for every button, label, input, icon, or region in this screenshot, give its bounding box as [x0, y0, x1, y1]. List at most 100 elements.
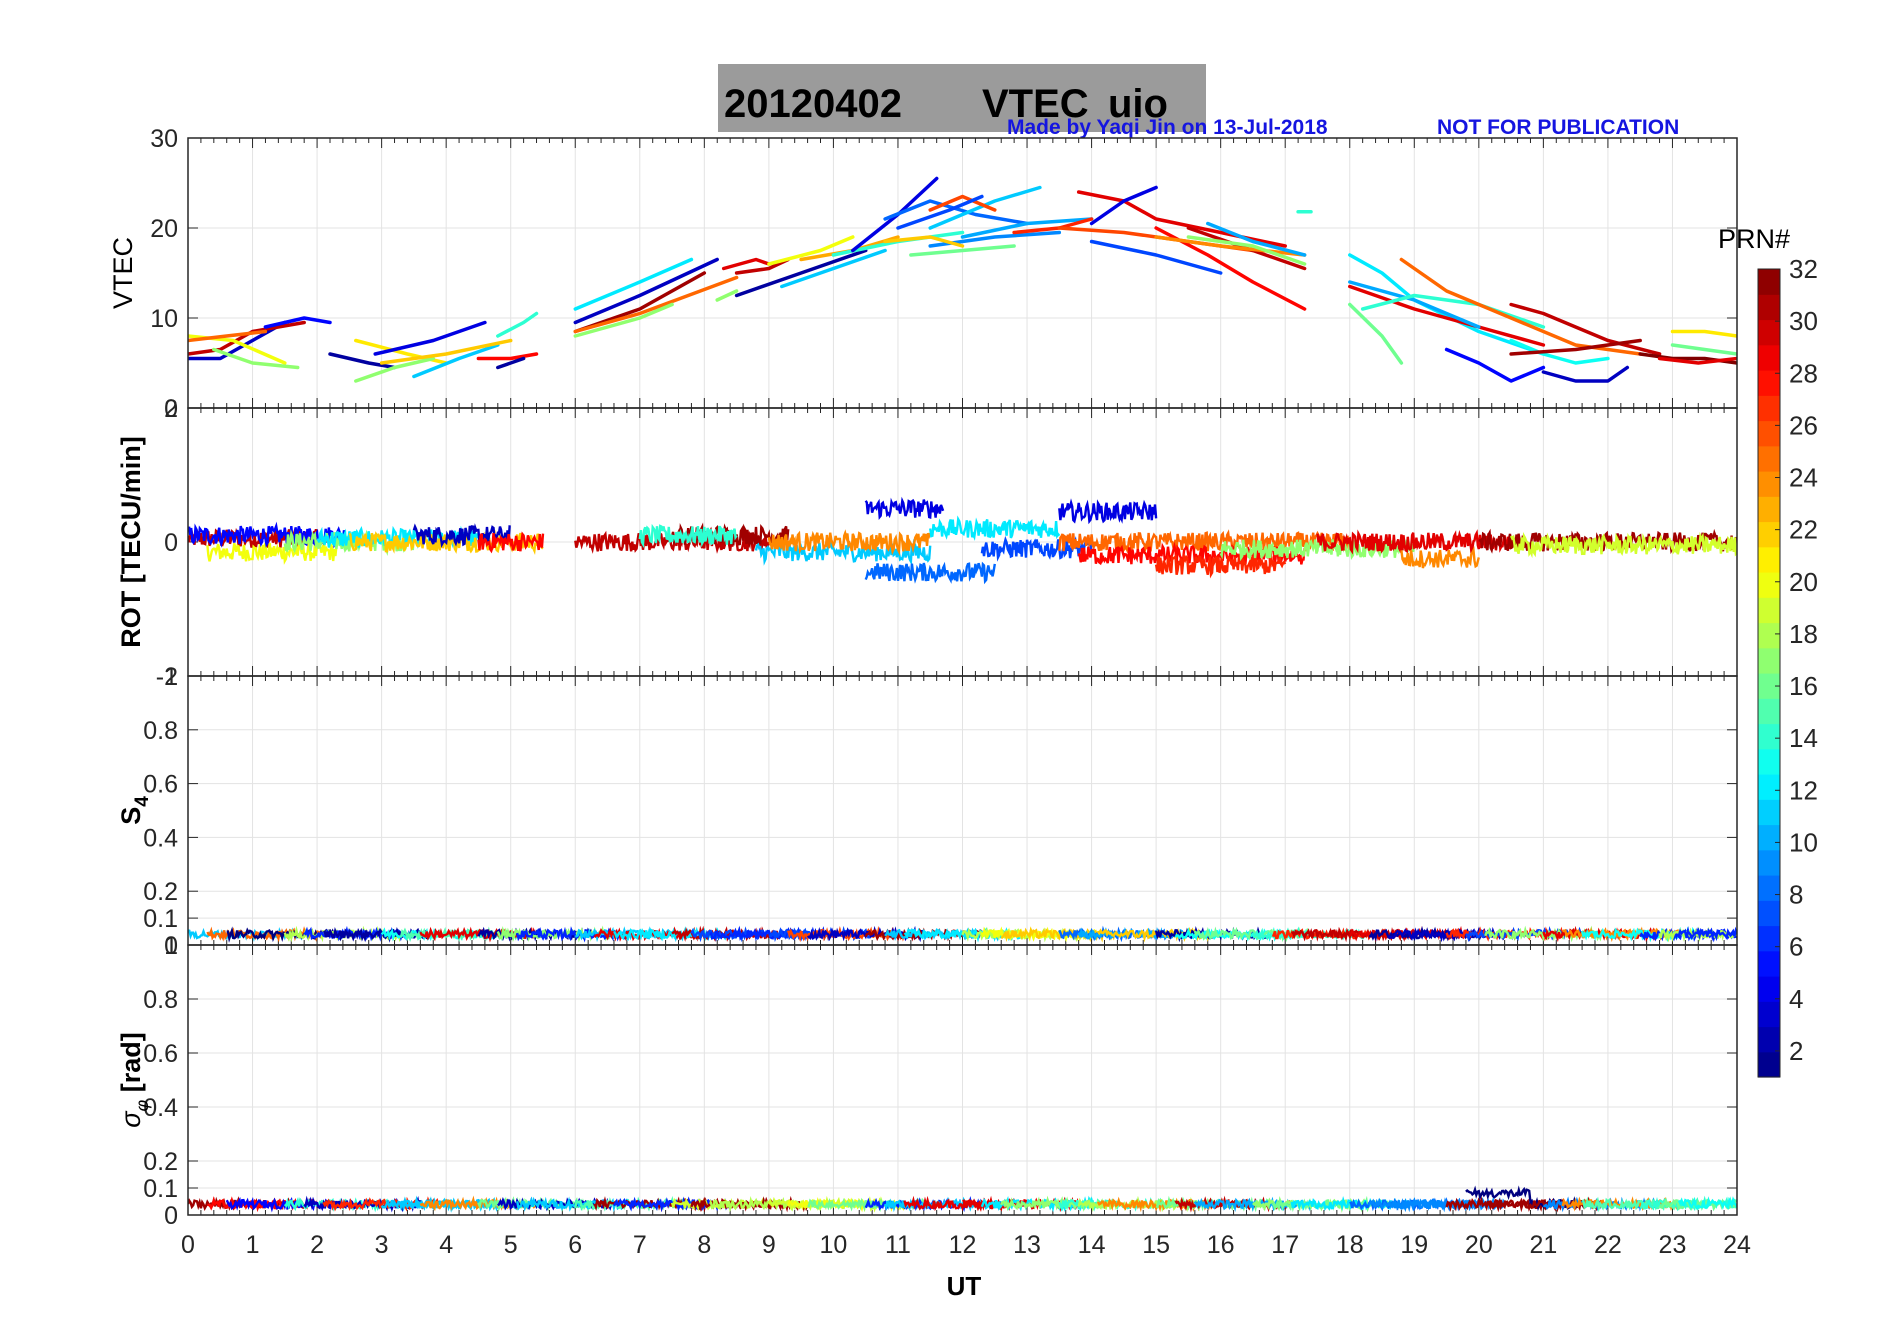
sigma_phi-trace-prn-29: [962, 1195, 1080, 1213]
y-tick-label: 0.6: [143, 771, 178, 799]
colorbar-tick-label: 8: [1789, 880, 1803, 910]
colorbar-swatch: [1758, 1051, 1780, 1078]
x-tick-label: 21: [1529, 1231, 1557, 1259]
s4-trace-prn-6: [1677, 926, 1737, 942]
colorbar-tick-label: 18: [1789, 619, 1818, 649]
y-axis-label: ROT [TECU/min]: [116, 436, 146, 647]
colorbar-tick-label: 28: [1789, 358, 1818, 388]
rot-band-prn-8: [864, 561, 996, 585]
rot-band-prn-11: [754, 538, 932, 566]
x-tick-label: 9: [762, 1231, 776, 1259]
vtec-series-prn-17: [715, 289, 739, 302]
colorbar-frame: [1757, 268, 1781, 1078]
vtec-series-prn-20: [767, 235, 855, 266]
panel-s4: 00.10.2 0.4 0.6 0.8 1 S4: [116, 663, 1738, 960]
x-tick-label: 1: [246, 1231, 260, 1259]
colorbar-swatch: [1758, 748, 1780, 775]
vtec-series-prn-5: [263, 316, 332, 329]
x-tick-label: 19: [1400, 1231, 1428, 1259]
vtec-series-prn-11: [928, 185, 1042, 230]
vtec-series-prn-16: [909, 244, 1016, 257]
colorbar-swatch: [1758, 319, 1780, 346]
title-param: VTEC: [982, 82, 1089, 126]
vtec-series-prn-5: [1444, 347, 1546, 383]
vtec-series-prn-2: [734, 248, 868, 298]
x-tick-label: 5: [504, 1231, 518, 1259]
vtec-series-prn-28: [476, 352, 539, 361]
vtec-series-prn-4: [373, 320, 487, 356]
colorbar-tick-label: 20: [1789, 567, 1818, 597]
sigma_phi-trace-prn-24: [419, 1195, 538, 1212]
vtec-series-prn-17: [1186, 235, 1307, 266]
y-tick-label: 0.2: [143, 1148, 178, 1176]
rot-band-prn-27: [1154, 552, 1287, 579]
title-box: [718, 64, 1206, 132]
colorbar-tick-label: 22: [1789, 515, 1818, 545]
vtec-series-prn-29: [1348, 284, 1546, 347]
colorbar-swatch: [1758, 799, 1780, 826]
x-axis-label: UT: [947, 1271, 982, 1301]
panel-frame: [187, 944, 1738, 1216]
colorbar-swatch: [1758, 698, 1780, 725]
colorbar-swatch: [1758, 673, 1780, 699]
colorbar-tick-label: 26: [1789, 410, 1818, 440]
colorbar-tick-label: 12: [1789, 775, 1818, 805]
x-tick-label: 6: [568, 1231, 582, 1259]
vtec-series-prn-17: [573, 302, 674, 338]
x-tick-label: 12: [949, 1231, 977, 1259]
x-tick-label: 20: [1465, 1231, 1493, 1259]
y-tick-label: 0.1: [143, 905, 178, 933]
y-tick-label: 0: [164, 395, 178, 423]
vtec-series-prn-16: [1670, 343, 1737, 356]
vtec-series-prn-3: [1541, 365, 1630, 383]
colorbar-tick-label: 10: [1789, 827, 1818, 857]
colorbar-tick-label: 4: [1789, 984, 1803, 1014]
x-tick-label: 11: [885, 1231, 911, 1259]
vtec-series-prn-22: [379, 338, 513, 365]
y-tick-label: 0.2: [143, 878, 178, 906]
colorbar-swatch: [1758, 344, 1780, 371]
y-tick-label: 0.4: [143, 824, 178, 852]
title-station: uio: [1108, 82, 1168, 126]
vtec-series-prn-7: [896, 194, 984, 230]
y-tick-label: 0: [164, 529, 178, 557]
sigma_phi-points: [188, 1185, 1737, 1213]
vtec-series-prn-25: [573, 275, 739, 334]
y-tick-label: 0: [164, 932, 178, 960]
rot-band-prn-19: [1510, 531, 1737, 559]
colorbar-swatch: [1758, 900, 1780, 927]
vtec-series-prn-17: [354, 356, 436, 383]
colorbar-swatch: [1758, 294, 1780, 321]
vtec-series-prn-30: [1509, 302, 1662, 356]
rot-band-prn-24: [767, 529, 932, 556]
rot-band-prn-12: [929, 515, 1061, 541]
colorbar-swatch: [1758, 950, 1780, 977]
colorbar-swatch: [1758, 370, 1780, 396]
y-tick-label: 0: [164, 1202, 178, 1230]
y-axis-label: VTEC: [108, 237, 138, 309]
colorbar-swatch: [1758, 824, 1780, 851]
colorbar-swatch: [1758, 976, 1780, 1002]
notice-text: NOT FOR PUBLICATION: [1437, 116, 1679, 139]
vtec-series-prn-29: [1657, 356, 1737, 365]
y-axis-label: σφ [rad]: [116, 1032, 152, 1128]
y-tick-label: 0.6: [143, 1040, 178, 1068]
colorbar-swatch: [1758, 925, 1780, 952]
y-tick-label: 1: [164, 932, 178, 960]
colorbar-swatch: [1758, 1001, 1780, 1028]
colorbar-swatch: [1758, 1026, 1780, 1053]
y-tick-label: 30: [150, 125, 178, 153]
colorbar-swatch: [1758, 723, 1780, 750]
colorbar-tick-label: 32: [1789, 254, 1818, 284]
rot-band-prn-14: [638, 523, 738, 549]
vtec-series-prn-2: [496, 356, 526, 370]
x-tick-label: 15: [1142, 1231, 1170, 1259]
colorbar-swatch: [1758, 420, 1780, 447]
vtec-series-prn-14: [1360, 293, 1546, 329]
x-tick-label: 13: [1013, 1231, 1041, 1259]
vtec-series-prn-17: [212, 347, 300, 370]
x-tick-label: 3: [375, 1231, 389, 1259]
rot-band-prn-28: [477, 531, 545, 554]
